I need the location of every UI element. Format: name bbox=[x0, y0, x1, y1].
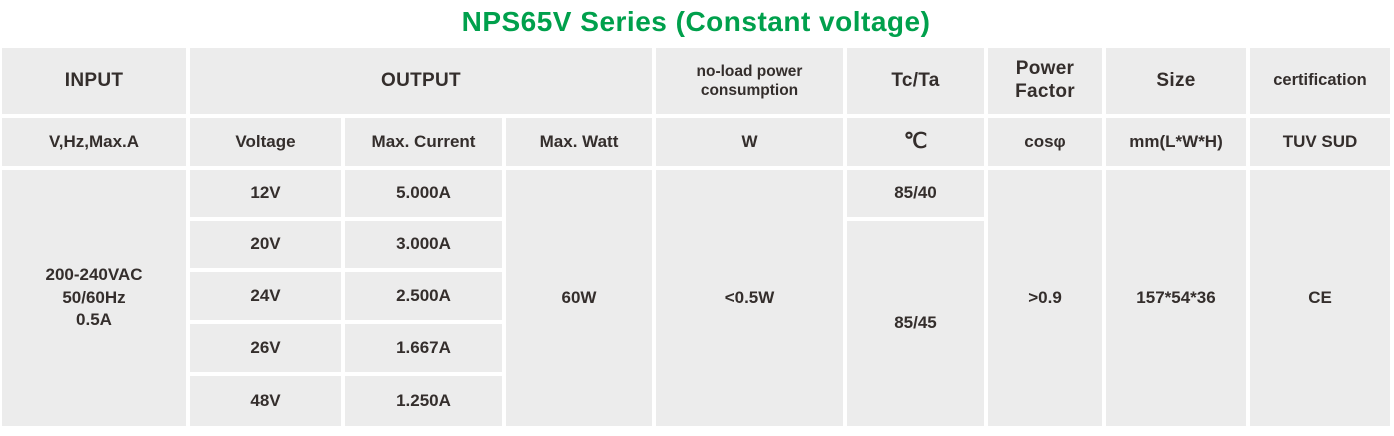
header-no-load-power: no-load power consumption bbox=[656, 48, 843, 114]
cell-input-value: 200-240VAC 50/60Hz 0.5A bbox=[2, 170, 186, 426]
unit-celsius: ℃ bbox=[847, 118, 984, 166]
cell-voltage-row1: 12V bbox=[190, 170, 341, 217]
unit-voltage: Voltage bbox=[190, 118, 341, 166]
cell-size-value: 157*54*36 bbox=[1106, 170, 1246, 426]
input-line-3: 0.5A bbox=[76, 310, 112, 330]
cell-power-factor-value: >0.9 bbox=[988, 170, 1102, 426]
header-input: INPUT bbox=[2, 48, 186, 114]
cell-voltage-row5: 48V bbox=[190, 376, 341, 426]
header-certification: certification bbox=[1250, 48, 1390, 114]
cell-tc-ta-rows2-5: 85/45 bbox=[847, 221, 984, 426]
header-output: OUTPUT bbox=[190, 48, 652, 114]
cell-no-load-value: <0.5W bbox=[656, 170, 843, 426]
unit-watt: W bbox=[656, 118, 843, 166]
unit-cos-phi: cosφ bbox=[988, 118, 1102, 166]
cell-current-row4: 1.667A bbox=[345, 324, 502, 372]
cell-current-row1: 5.000A bbox=[345, 170, 502, 217]
header-size: Size bbox=[1106, 48, 1246, 114]
unit-mm-lwh: mm(L*W*H) bbox=[1106, 118, 1246, 166]
cell-current-row3: 2.500A bbox=[345, 272, 502, 320]
header-tc-ta: Tc/Ta bbox=[847, 48, 984, 114]
input-line-1: 200-240VAC bbox=[45, 264, 143, 284]
input-line-2: 50/60Hz bbox=[62, 287, 126, 307]
cell-certification-value: CE bbox=[1250, 170, 1390, 426]
header-power-factor: Power Factor bbox=[988, 48, 1102, 114]
cell-current-row2: 3.000A bbox=[345, 221, 502, 268]
cell-voltage-row2: 20V bbox=[190, 221, 341, 268]
cell-max-watt: 60W bbox=[506, 170, 652, 426]
unit-max-current: Max. Current bbox=[345, 118, 502, 166]
cell-voltage-row4: 26V bbox=[190, 324, 341, 372]
cell-tc-ta-row1: 85/40 bbox=[847, 170, 984, 217]
cell-current-row5: 1.250A bbox=[345, 376, 502, 426]
unit-tuv-sud: TUV SUD bbox=[1250, 118, 1390, 166]
unit-input: V,Hz,Max.A bbox=[2, 118, 186, 166]
unit-max-watt: Max. Watt bbox=[506, 118, 652, 166]
page-title: NPS65V Series (Constant voltage) bbox=[2, 0, 1390, 44]
cell-voltage-row3: 24V bbox=[190, 272, 341, 320]
